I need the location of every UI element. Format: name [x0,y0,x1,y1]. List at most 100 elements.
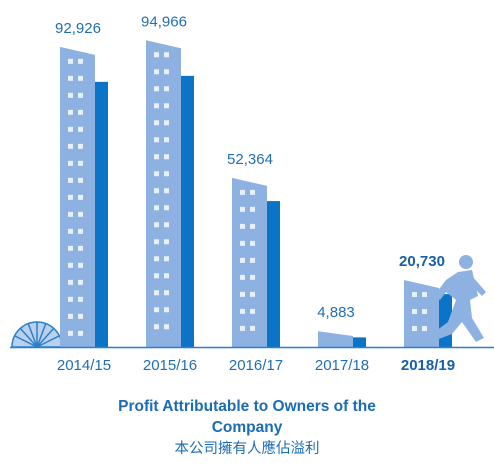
window [78,161,83,166]
window [154,222,159,227]
building [404,280,439,347]
window [78,195,83,200]
window [164,103,169,108]
window [68,297,73,302]
window [154,239,159,244]
window [68,93,73,98]
window [164,324,169,329]
window [68,110,73,115]
window [250,326,255,331]
x-tick-label: 2018/19 [401,357,455,374]
value-label: 52,364 [227,151,273,168]
x-tick-label: 2015/16 [143,357,197,374]
x-tick-label: 2014/15 [57,357,111,374]
window [250,309,255,314]
building [318,331,353,347]
window [78,178,83,183]
buildings [60,40,452,347]
window [68,229,73,234]
window [78,59,83,64]
building [146,40,181,347]
window [164,222,169,227]
x-tick-label: 2016/17 [229,357,283,374]
building-shadow [181,76,194,347]
window [68,314,73,319]
window [164,273,169,278]
window [154,256,159,261]
window [68,280,73,285]
window [68,331,73,336]
chart: 92,9262014/1594,9662015/1652,3642016/174… [0,0,494,390]
window [164,171,169,176]
window [422,292,427,297]
window [164,307,169,312]
window [154,86,159,91]
window [164,69,169,74]
window [78,331,83,336]
window [68,246,73,251]
window [164,290,169,295]
window [154,324,159,329]
window [68,195,73,200]
window [154,69,159,74]
building-shadow [267,201,280,347]
window [164,137,169,142]
x-tick-label: 2017/18 [315,357,369,374]
window [164,188,169,193]
window [154,205,159,210]
window [78,144,83,149]
window [154,52,159,57]
window [422,326,427,331]
building [232,178,267,347]
window [412,326,417,331]
window [250,224,255,229]
window [250,190,255,195]
window [164,239,169,244]
window [164,86,169,91]
window [78,229,83,234]
chart-subtitle: 本公司擁有人應佔溢利 [97,438,397,460]
value-label: 20,730 [399,253,445,270]
window [154,120,159,125]
window [78,297,83,302]
window [240,292,245,297]
window [78,76,83,81]
window [240,224,245,229]
window [154,273,159,278]
value-label: 92,926 [55,20,101,37]
window [164,205,169,210]
window [240,258,245,263]
window [164,52,169,57]
window [78,212,83,217]
page: 92,9262014/1594,9662015/1652,3642016/174… [0,0,494,466]
window [68,178,73,183]
window [164,120,169,125]
window [250,207,255,212]
window [154,137,159,142]
window [240,275,245,280]
window [164,256,169,261]
window [240,326,245,331]
window [422,309,427,314]
window [78,263,83,268]
window [68,76,73,81]
window [412,309,417,314]
window [78,93,83,98]
window [68,144,73,149]
building-shadow [353,337,366,347]
window [240,309,245,314]
value-label: 94,966 [141,13,187,30]
window [78,127,83,132]
building-shadow [95,82,108,347]
window [78,280,83,285]
window [412,292,417,297]
window [154,188,159,193]
window [154,290,159,295]
window [78,246,83,251]
chart-title-block: Profit Attributable to Owners of the Com… [97,396,397,460]
window [68,263,73,268]
window [68,127,73,132]
window [250,241,255,246]
window [250,258,255,263]
window [154,154,159,159]
